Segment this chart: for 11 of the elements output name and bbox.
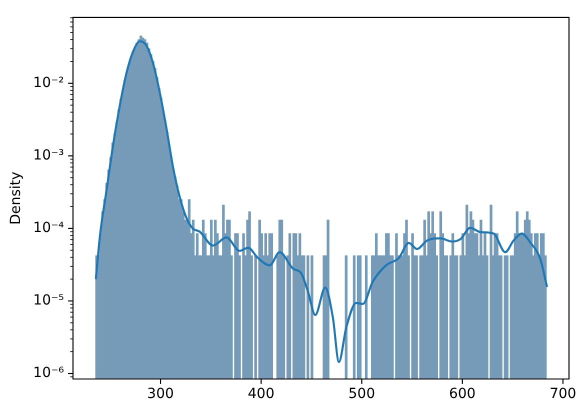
y-axis-title: Density: [8, 172, 24, 225]
y-tick-label: 10⁻⁵: [33, 292, 64, 309]
x-tick-label: 500: [348, 386, 376, 402]
y-tick-label: 10⁻⁶: [33, 365, 64, 382]
x-tick-label: 300: [147, 386, 174, 402]
y-tick-label: 10⁻⁴: [33, 220, 64, 236]
x-tick-label: 600: [448, 386, 476, 402]
x-tick-label: 700: [550, 386, 576, 402]
y-tick-label: 10⁻²: [33, 74, 64, 91]
y-tick-label: 10⁻³: [33, 148, 64, 164]
x-tick-label: 400: [248, 386, 275, 402]
